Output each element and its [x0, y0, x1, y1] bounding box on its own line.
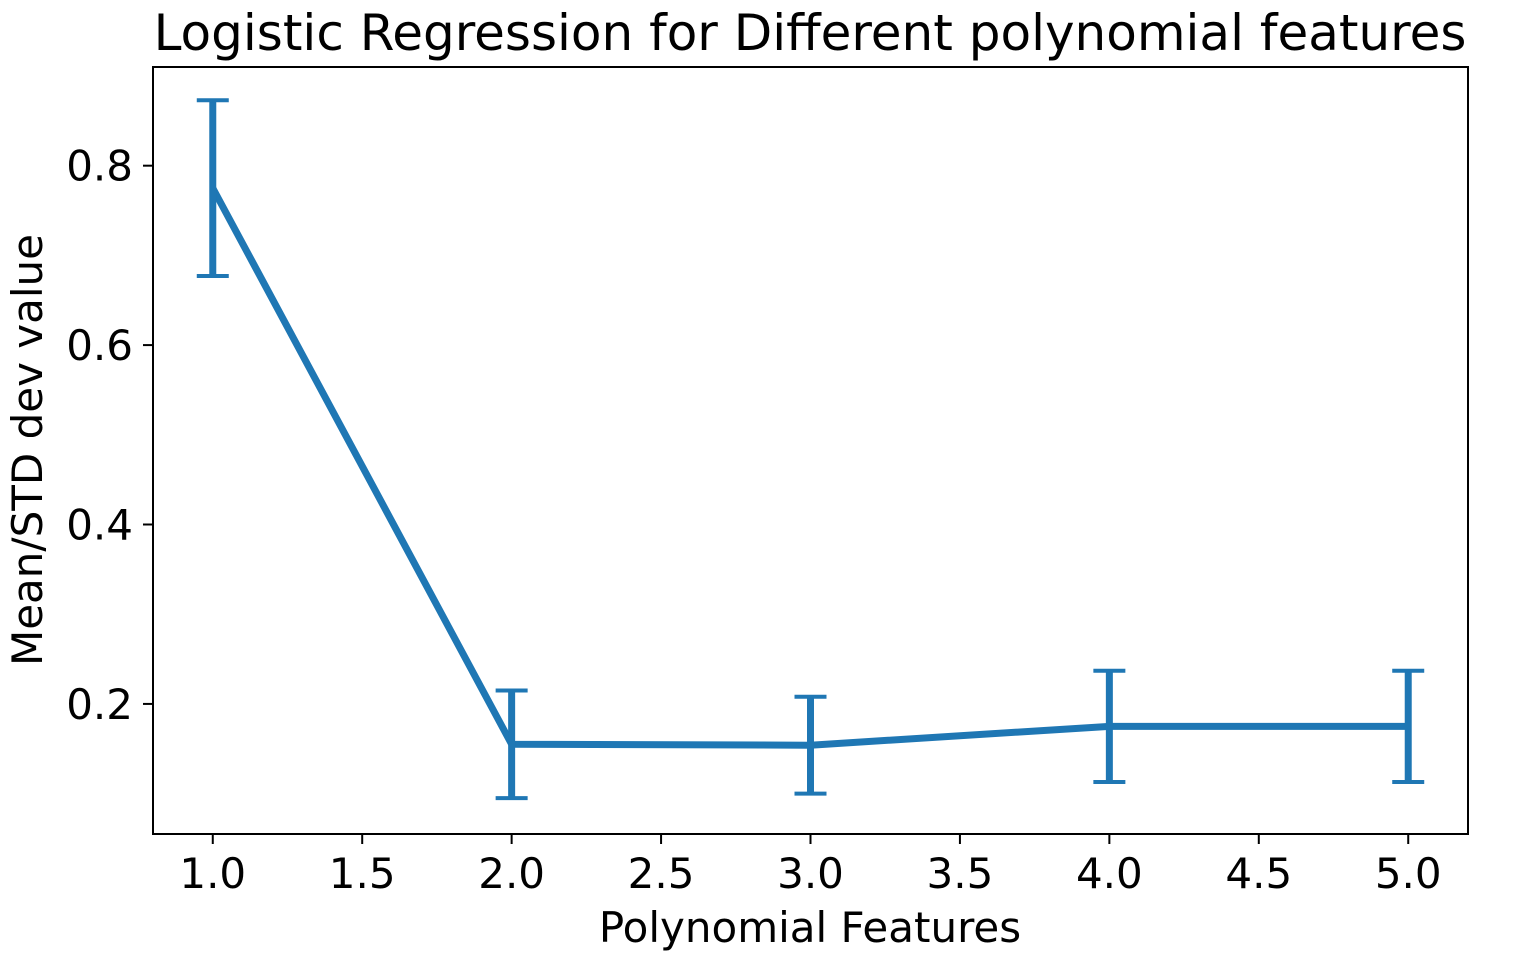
x-tick-label: 4.0	[1076, 849, 1143, 898]
series-line	[209, 186, 1409, 749]
x-tick-label: 1.5	[329, 849, 396, 898]
series-layer	[196, 98, 1425, 801]
x-tick-label: 2.5	[628, 849, 695, 898]
y-tick-label: 0.4	[66, 501, 133, 550]
chart-title: Logistic Regression for Different polyno…	[154, 4, 1467, 62]
x-axis-ticks: 1.0 1.5 2.0 2.5 3.0 3.5 4.0 4.5 5.0	[179, 834, 1442, 898]
error-bar	[794, 694, 827, 796]
error-bar	[1392, 668, 1425, 784]
y-axis-label: Mean/STD dev value	[3, 234, 52, 666]
x-tick-label: 1.0	[179, 849, 246, 898]
x-tick-label: 3.5	[927, 849, 994, 898]
x-axis-label: Polynomial Features	[599, 903, 1021, 952]
error-bar	[495, 688, 528, 801]
y-tick-label: 0.8	[66, 142, 133, 191]
y-tick-label: 0.2	[66, 680, 133, 729]
x-tick-label: 2.0	[478, 849, 545, 898]
y-axis-ticks: 0.2 0.4 0.6 0.8	[66, 142, 153, 729]
x-tick-label: 5.0	[1375, 849, 1442, 898]
x-tick-label: 4.5	[1225, 849, 1292, 898]
x-tick-label: 3.0	[777, 849, 844, 898]
y-tick-label: 0.6	[66, 321, 133, 370]
error-bar	[1093, 668, 1126, 784]
error-bar	[196, 98, 229, 279]
